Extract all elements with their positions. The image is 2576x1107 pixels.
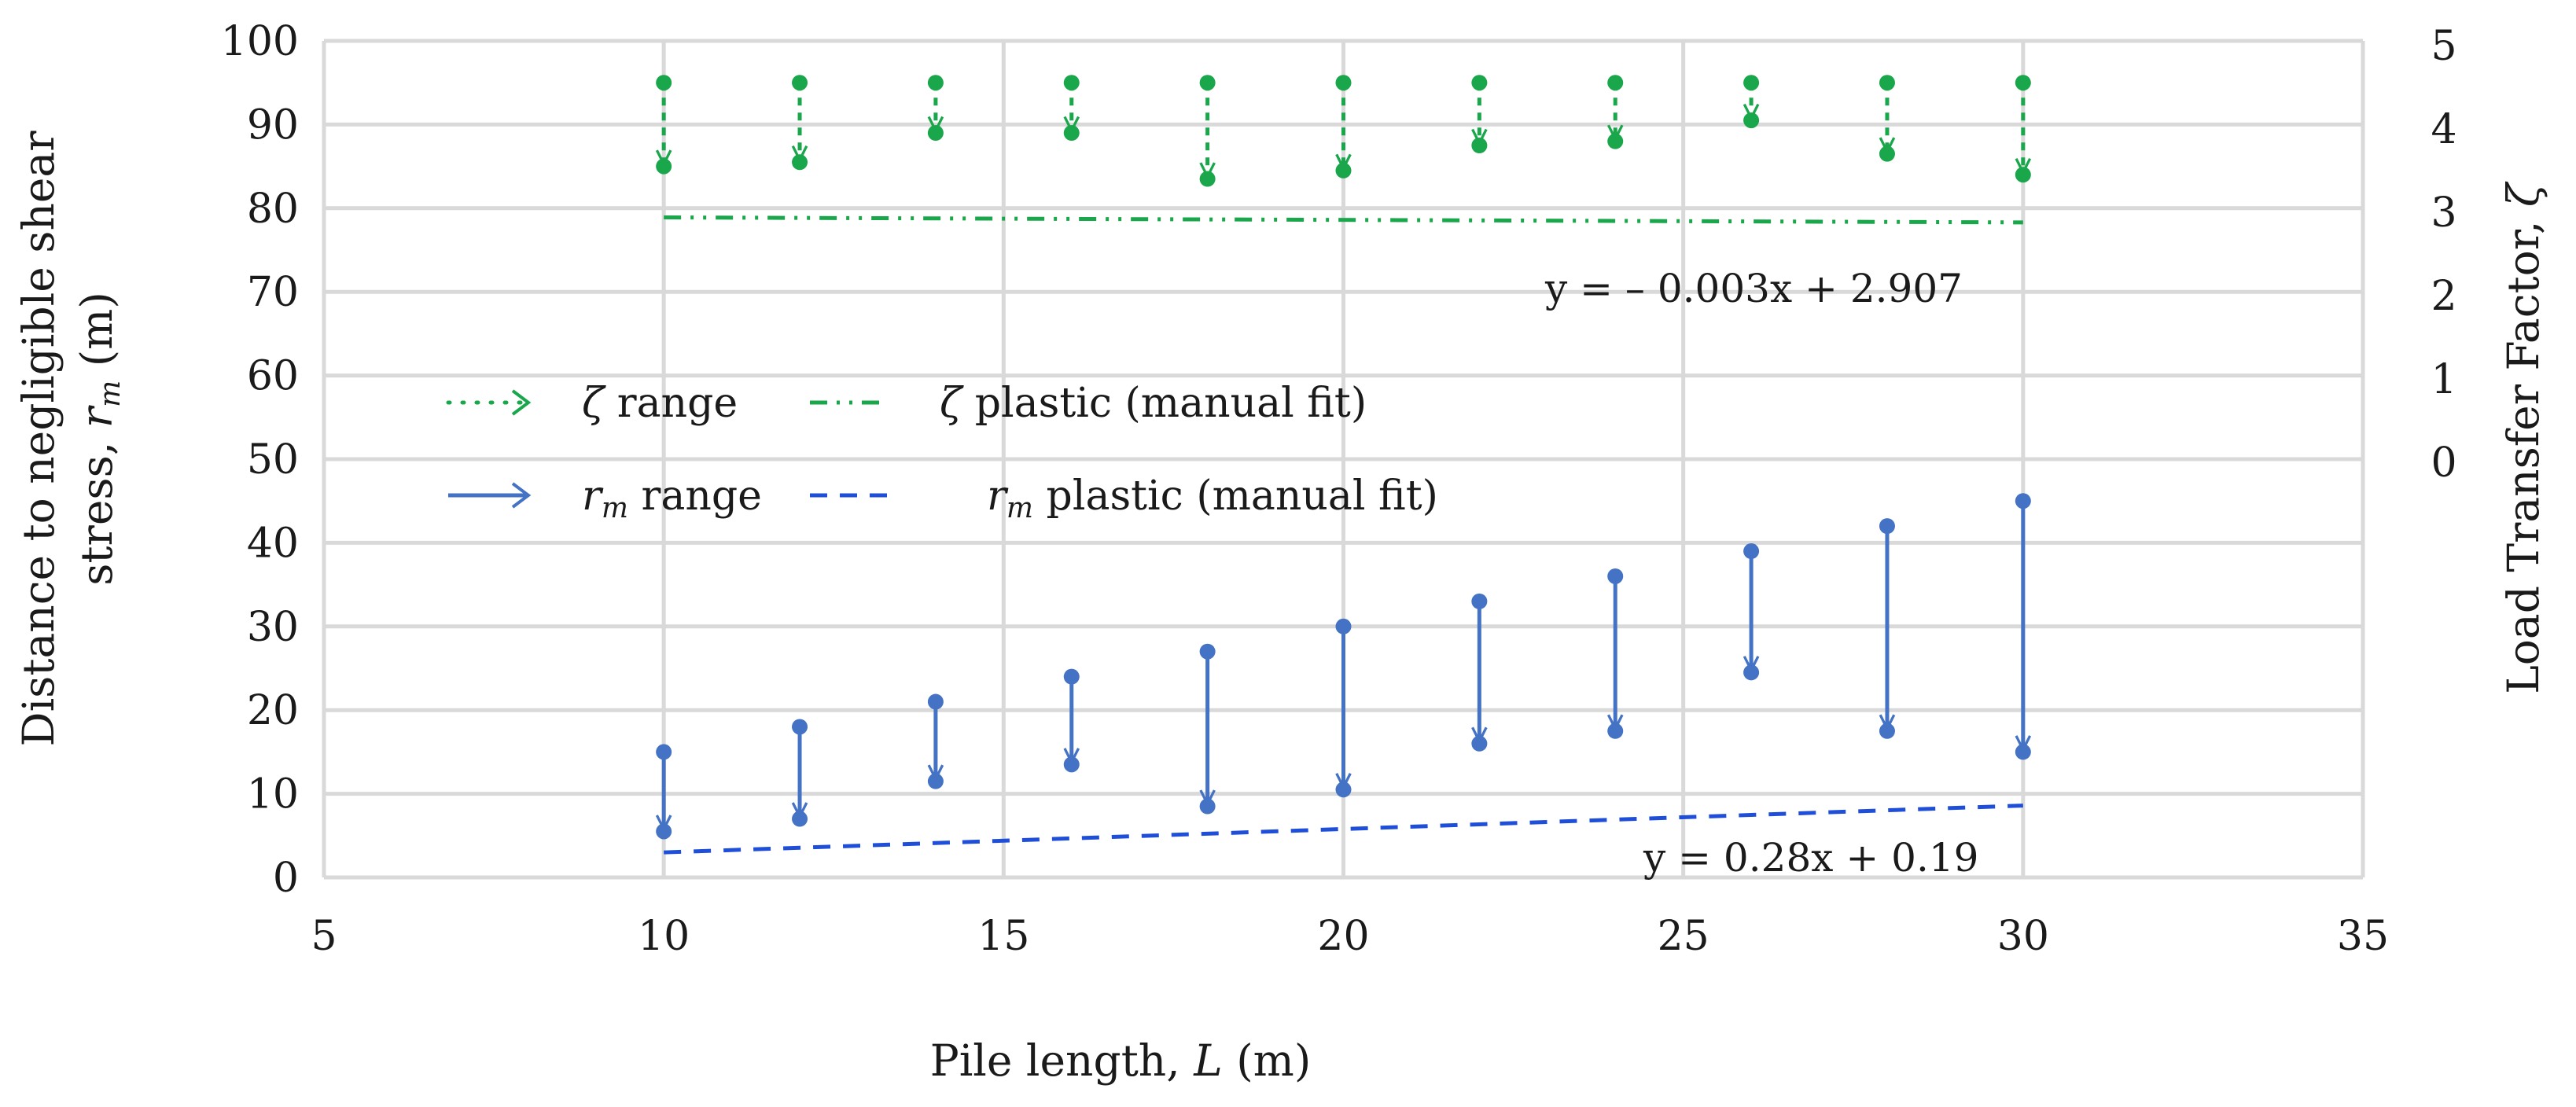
zeta-range-start-point [656, 75, 672, 91]
y-tick-label: 100 [221, 18, 299, 65]
x-tick-label: 10 [638, 913, 690, 960]
y-tick-label: 80 [247, 186, 299, 233]
rm-range-start-point [1063, 668, 1080, 685]
zeta-range-end-point [2015, 167, 2031, 183]
y-tick-label: 30 [247, 604, 299, 651]
x-tick-label: 35 [2337, 913, 2389, 960]
zeta-range-end-point [792, 154, 808, 171]
legend-zeta-range: ζ range [446, 380, 738, 427]
rm-fit-equation: y = 0.28x + 0.19 [1643, 835, 1978, 881]
zeta-range-start-point [1199, 75, 1216, 91]
rm-range-start-point [1879, 518, 1895, 535]
zeta-range-start-point [2015, 75, 2031, 91]
series-layer [656, 75, 2031, 855]
svg-text:Load Transfer Factor, ζ: Load Transfer Factor, ζ [2498, 181, 2548, 694]
rm-range-end-point [927, 773, 944, 789]
x-tick-label: 20 [1317, 913, 1369, 960]
rm-range-start-point [2015, 493, 2031, 509]
zeta-range-start-point [1335, 75, 1352, 91]
y-tick-label: 90 [247, 101, 299, 149]
y-tick-label: 40 [247, 520, 299, 567]
y2-axis-title: Load Transfer Factor, ζ [2498, 181, 2548, 694]
rm-range-end-point [1879, 723, 1895, 739]
svg-text:rm range: rm range [582, 473, 762, 524]
rm-range-start-point [1607, 568, 1624, 584]
zeta-range-start-point [1743, 75, 1760, 91]
zeta-range-start-point [1607, 75, 1624, 91]
zeta-range-end-point [1607, 133, 1624, 149]
zeta-range-start-point [792, 75, 808, 91]
y2-tick-label: 1 [2431, 356, 2456, 403]
rm-range-end-point [1063, 756, 1080, 773]
rm-range-end-point [1743, 664, 1760, 681]
x-tick-label: 5 [311, 913, 337, 960]
gridlines [322, 39, 2365, 880]
svg-text:stress, rm (m): stress, rm (m) [72, 292, 127, 586]
y-tick-label: 60 [247, 353, 299, 400]
legend-rm-fit: rm plastic (manual fit) [810, 473, 1438, 524]
rm-range-start-point [1199, 643, 1216, 660]
rm-range-start-point [792, 719, 808, 735]
svg-text:ζ range: ζ range [582, 380, 738, 427]
x-tick-label: 30 [1997, 913, 2049, 960]
rm-range-start-point [1743, 543, 1760, 560]
zeta-range-end-point [1063, 125, 1080, 142]
y-tick-label: 0 [273, 855, 299, 902]
rm-range-end-point [1335, 782, 1352, 798]
zeta-range-end-point [1199, 171, 1216, 187]
zeta-range-end-point [1743, 112, 1760, 129]
y2-tick-label: 0 [2431, 439, 2456, 487]
rm-range-end-point [2015, 744, 2031, 760]
y-tick-label: 70 [247, 269, 299, 316]
rm-range-start-point [1471, 593, 1488, 609]
y-axis-title: Distance to negligible shear stress, rm … [13, 131, 127, 747]
legend: ζ range ζ plastic (manual fit) rm range … [446, 380, 1438, 524]
y2-tick-label: 2 [2431, 273, 2456, 320]
x-axis-title: Pile length, L (m) [930, 1035, 1312, 1086]
rm-range-start-point [656, 744, 672, 760]
zeta-range-end-point [1879, 145, 1895, 162]
zeta-range-end-point [1471, 138, 1488, 153]
rm-range-end-point [1199, 798, 1216, 815]
rm-range-start-point [1335, 618, 1352, 634]
y2-tick-label: 3 [2431, 189, 2456, 237]
zeta-range-start-point [1471, 75, 1488, 91]
zeta-range-start-point [1879, 75, 1895, 91]
zeta-fit-line [664, 215, 2023, 225]
legend-rm-range: rm range [448, 473, 762, 524]
y-tick-label: 20 [247, 687, 299, 734]
rm-range-end-point [1471, 735, 1488, 752]
x-tick-label: 15 [977, 913, 1029, 960]
svg-text:Distance to negligible shear: Distance to negligible shear [13, 131, 64, 747]
rm-range-start-point [927, 693, 944, 710]
y-tick-label: 50 [247, 436, 299, 484]
zeta-range-start-point [1063, 75, 1080, 91]
x-tick-label: 25 [1658, 913, 1709, 960]
zeta-fit-equation: y = – 0.003x + 2.907 [1544, 266, 1963, 311]
y-tick-label: 10 [247, 771, 299, 818]
y2-tick-label: 5 [2431, 23, 2456, 70]
zeta-range-start-point [927, 75, 944, 91]
legend-zeta-fit: ζ plastic (manual fit) [810, 380, 1367, 427]
rm-range-end-point [792, 811, 808, 827]
zeta-range-end-point [927, 125, 944, 142]
zeta-range-end-point [656, 158, 672, 175]
rm-range-end-point [656, 823, 672, 840]
zeta-range-end-point [1335, 162, 1352, 178]
y2-tick-label: 4 [2431, 106, 2456, 153]
rm-range-end-point [1607, 723, 1624, 739]
svg-text:ζ plastic (manual fit): ζ plastic (manual fit) [940, 380, 1367, 427]
svg-text:rm plastic (manual fit): rm plastic (manual fit) [987, 473, 1438, 524]
